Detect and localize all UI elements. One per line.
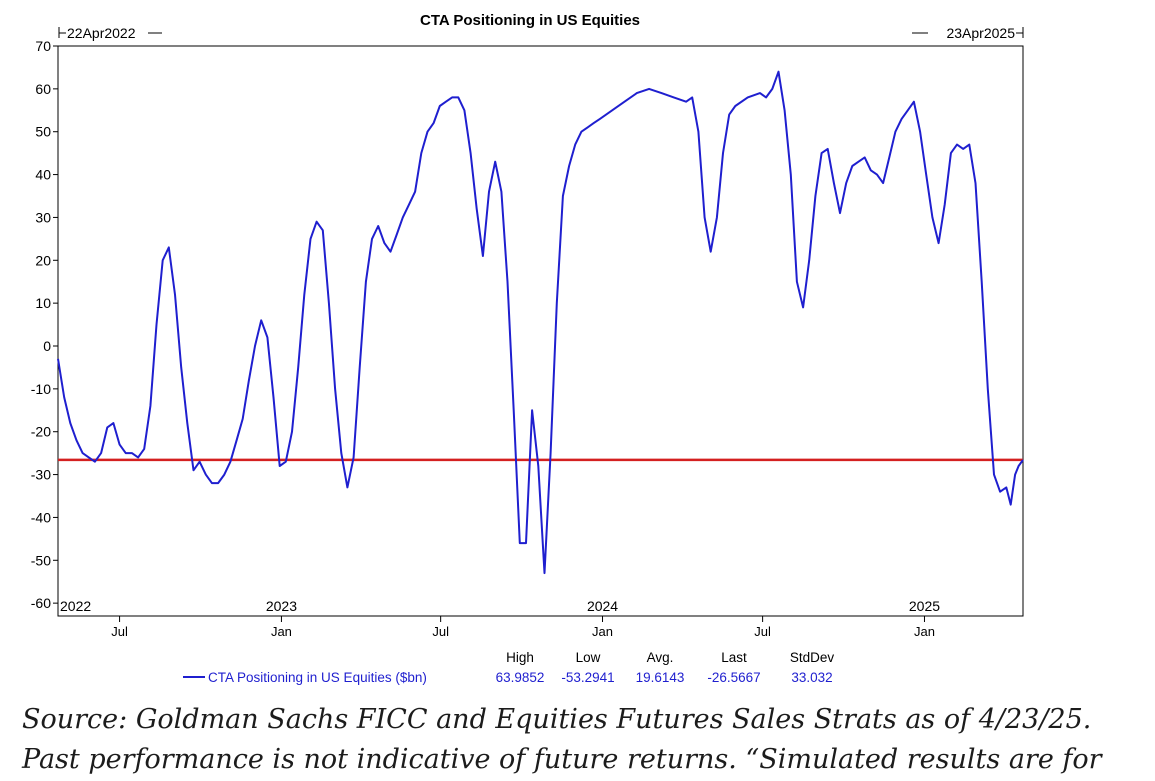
source-note: Source: Goldman Sachs FICC and Equities …: [22, 704, 1102, 775]
y-tick-label: -60: [31, 595, 51, 611]
year-label: 2025: [909, 598, 940, 614]
y-tick-label: -30: [31, 467, 51, 483]
legend-series-label: CTA Positioning in US Equities ($bn): [208, 670, 427, 685]
start-date-marker: 22Apr2022: [58, 25, 162, 41]
y-tick-label: 40: [35, 167, 51, 183]
x-tick-label: Jul: [432, 624, 449, 639]
plot-area: [57, 45, 1024, 617]
series-line-cta-positioning: [57, 70, 1024, 575]
stats-value: -53.2941: [561, 670, 614, 685]
end-date-label: 23Apr2025: [946, 25, 1015, 41]
stats-header: Low: [576, 650, 601, 665]
x-tick-label: Jan: [271, 624, 292, 639]
y-tick-label: -40: [31, 509, 51, 525]
stats-value: 33.032: [791, 670, 832, 685]
chart-title: CTA Positioning in US Equities: [420, 12, 640, 29]
y-tick-label: 0: [43, 338, 51, 354]
stats-value: 63.9852: [496, 670, 545, 685]
x-tick-label: Jan: [914, 624, 935, 639]
x-tick-label: Jul: [111, 624, 128, 639]
y-tick-label: -20: [31, 424, 51, 440]
year-label: 2024: [587, 598, 618, 614]
start-date-label: 22Apr2022: [67, 25, 136, 41]
year-label: 2022: [60, 598, 91, 614]
legend: CTA Positioning in US Equities ($bn): [183, 670, 427, 685]
x-tick-label: Jan: [592, 624, 613, 639]
y-tick-label: 60: [35, 81, 51, 97]
x-axis: 2022 2023 2024 2025 Jul Jan Jul Jan Jul Jan: [60, 598, 940, 639]
x-tick-label: Jul: [754, 624, 771, 639]
stats-header: StdDev: [790, 650, 835, 665]
year-label: 2023: [266, 598, 297, 614]
y-tick-label: 10: [35, 295, 51, 311]
y-tick-label: 30: [35, 209, 51, 225]
stats-header: Avg.: [647, 650, 674, 665]
stats-header: High: [506, 650, 534, 665]
y-tick-label: -10: [31, 381, 51, 397]
y-tick-label: -50: [31, 552, 51, 568]
y-axis: 70 60 50 40 30 20 10 0 -10 -20 -30 -40 -50 -60: [31, 38, 58, 611]
y-tick-label: 70: [35, 38, 51, 54]
y-tick-label: 20: [35, 252, 51, 268]
stats-value: 19.6143: [636, 670, 685, 685]
chart: CTA Positioning in US Equities 22Apr2022…: [31, 12, 1024, 685]
y-tick-label: 50: [35, 124, 51, 140]
stats-table: High Low Avg. Last StdDev 63.9852 -53.2941 19.6…: [496, 650, 835, 685]
end-date-marker: 23Apr2025: [912, 25, 1024, 41]
stats-value: -26.5667: [707, 670, 760, 685]
stats-header: Last: [721, 650, 747, 665]
